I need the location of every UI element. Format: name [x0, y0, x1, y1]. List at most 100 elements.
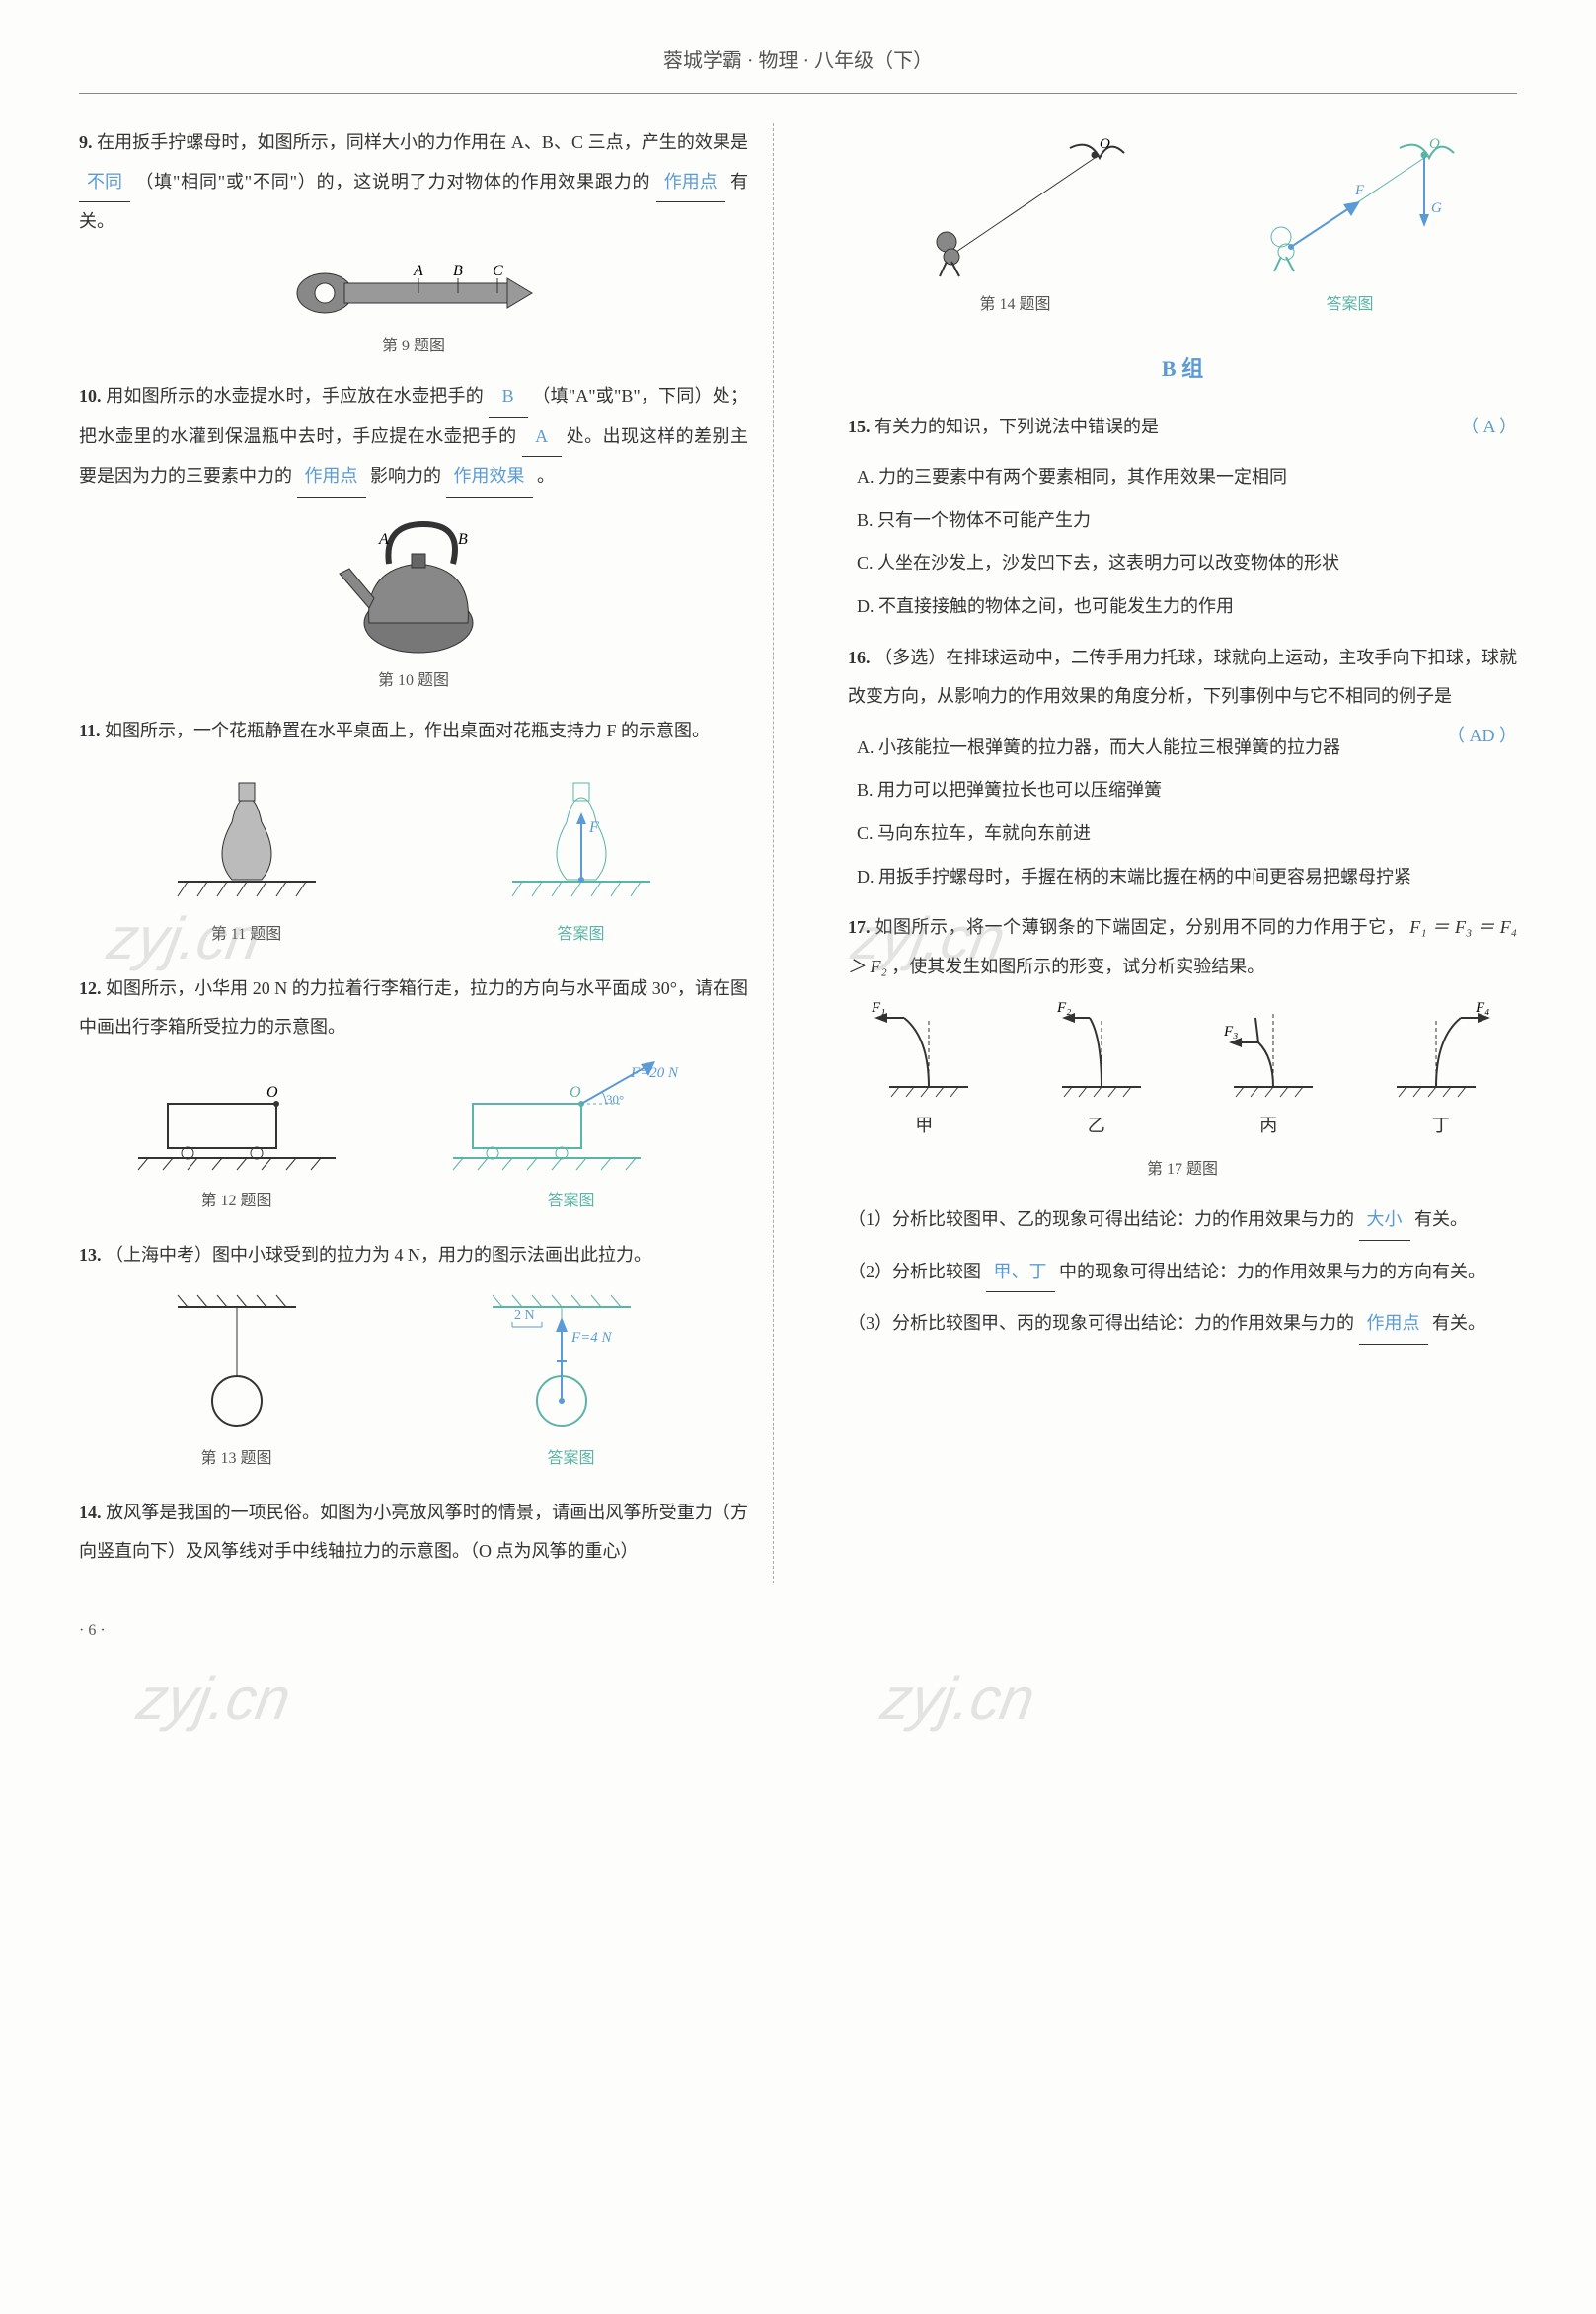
q17-sub2-text-a: （2）分析比较图	[848, 1262, 981, 1281]
luggage-answer-icon: O 30° F=20 N	[443, 1059, 700, 1178]
svg-text:B: B	[453, 263, 463, 279]
q11-text: 如图所示，一个花瓶静置在水平桌面上，作出桌面对花瓶支持力 F 的示意图。	[105, 721, 710, 740]
q16-text: （多选）在排球运动中，二传手用力托球，球就向上运动，主攻手向下扣球，球就改变方向…	[848, 648, 1517, 707]
q12-caption-left: 第 12 题图	[200, 1184, 271, 1218]
q17-caption: 第 17 题图	[848, 1152, 1517, 1187]
wrench-icon: A B C	[285, 254, 542, 323]
q16-opt-d: D. 用扳手拧螺母时，手握在柄的末端比握在柄的中间更容易把螺母拧紧	[848, 858, 1517, 897]
svg-text:O: O	[570, 1084, 581, 1101]
q9-text-a: 在用扳手拧螺母时，如图所示，同样大小的力作用在	[97, 132, 506, 152]
steel-yi-icon: F₂	[1042, 998, 1151, 1107]
question-10: 10. 用如图所示的水壶提水时，手应放在水壶把手的 B （填"A"或"B"，下同…	[79, 377, 748, 498]
q16-answer: AD	[1470, 726, 1495, 745]
page-header: 蓉城学霸 · 物理 · 八年级（下）	[79, 39, 1517, 94]
section-b-heading: B 组	[848, 346, 1517, 393]
kettle-icon: A B	[325, 509, 502, 657]
q17-sub1-blank: 大小	[1359, 1200, 1410, 1241]
q10-text-e: 。	[537, 466, 555, 486]
q12-figure-row: O 第 12 题图 O 30° F=20	[79, 1059, 748, 1232]
q15-opt-d: D. 不直接接触的物体之间，也可能发生力的作用	[848, 587, 1517, 627]
question-16: 16. （多选）在排球运动中，二传手用力托球，球就向上运动，主攻手向下扣球，球就…	[848, 639, 1517, 717]
question-9: 9. 在用扳手拧螺母时，如图所示，同样大小的力作用在 A、B、C 三点，产生的效…	[79, 123, 748, 242]
q17-sub2: （2）分析比较图 甲、丁 中的现象可得出结论：力的作用效果与力的方向有关。	[848, 1253, 1517, 1293]
q17-sub1: （1）分析比较图甲、乙的现象可得出结论：力的作用效果与力的 大小 有关。	[848, 1200, 1517, 1241]
q14-text: 放风筝是我国的一项民俗。如图为小亮放风筝时的情景，请画出风筝所受重力（方向竖直向…	[79, 1503, 748, 1562]
q9-text-b: A、B、C 三点，产生的效果是	[511, 132, 748, 152]
q17-label-yi: 乙	[1088, 1107, 1105, 1146]
q17-label-ding: 丁	[1432, 1107, 1450, 1146]
q12-text: 如图所示，小华用 20 N 的力拉着行李箱行走，拉力的方向与水平面成 30°，请…	[79, 978, 748, 1038]
svg-text:30°: 30°	[606, 1092, 624, 1107]
q17-sub2-text-b: 中的现象可得出结论：力的作用效果与力的方向有关。	[1059, 1262, 1485, 1281]
q17-sub1-text-a: （1）分析比较图甲、乙的现象可得出结论：力的作用效果与力的	[848, 1209, 1354, 1229]
q17-text-a: 如图所示，将一个薄钢条的下端固定，分别用不同的力作用于它，	[875, 917, 1406, 937]
q9-caption: 第 9 题图	[79, 329, 748, 363]
q14-caption-right: 答案图	[1326, 287, 1373, 322]
vase-original-icon	[158, 763, 336, 911]
page-number: · 6 ·	[79, 1613, 1517, 1648]
question-14: 14. 放风筝是我国的一项民俗。如图为小亮放风筝时的情景，请画出风筝所受重力（方…	[79, 1494, 748, 1572]
q14-caption-left: 第 14 题图	[979, 287, 1050, 322]
svg-text:F₄: F₄	[1475, 1000, 1489, 1016]
q10-text-a: 用如图所示的水壶提水时，手应放在水壶把手的	[106, 386, 484, 406]
q14-figure-row: O 第 14 题图 O	[848, 133, 1517, 336]
question-12: 12. 如图所示，小华用 20 N 的力拉着行李箱行走，拉力的方向与水平面成 3…	[79, 969, 748, 1047]
q15-opt-a: A. 力的三要素中有两个要素相同，其作用效果一定相同	[848, 458, 1517, 498]
q13-text: （上海中考）图中小球受到的拉力为 4 N，用力的图示法画出此拉力。	[106, 1245, 651, 1265]
q17-sub1-text-b: 有关。	[1414, 1209, 1468, 1229]
q16-opt-c: C. 马向东拉车，车就向东前进	[848, 814, 1517, 854]
svg-text:G: G	[1431, 200, 1442, 216]
svg-text:F=4 N: F=4 N	[570, 1330, 613, 1346]
q10-figure: A B	[79, 509, 748, 657]
q11-number: 11.	[79, 721, 101, 740]
q15-opt-c: C. 人坐在沙发上，沙发凹下去，这表明力可以改变物体的形状	[848, 544, 1517, 583]
q13-number: 13.	[79, 1245, 102, 1265]
q15-opt-b: B. 只有一个物体不可能产生力	[848, 501, 1517, 541]
two-column-layout: zyj.cn zyj.cn 9. 在用扳手拧螺母时，如图所示，同样大小的力作用在…	[79, 123, 1517, 1583]
steel-jia-icon: F₁	[870, 998, 978, 1107]
svg-text:O: O	[1429, 136, 1440, 152]
kite-answer-icon: O G F	[1237, 133, 1464, 281]
question-15: 15. 有关力的知识，下列说法中错误的是 （ A ）	[848, 408, 1517, 447]
kite-original-icon: O	[902, 133, 1129, 281]
svg-text:F: F	[1354, 183, 1365, 198]
question-17: 17. 如图所示，将一个薄钢条的下端固定，分别用不同的力作用于它， F₁ ＝ F…	[848, 908, 1517, 986]
q9-blank-1: 不同	[79, 163, 130, 203]
q10-blank-1: B	[489, 377, 528, 418]
q13-caption-right: 答案图	[547, 1441, 594, 1476]
q17-text-b: ，使其发生如图所示的形变，试分析实验结果。	[891, 957, 1264, 976]
svg-text:F: F	[588, 819, 599, 836]
svg-text:F₃: F₃	[1223, 1024, 1238, 1040]
ball-original-icon	[158, 1287, 316, 1435]
svg-text:O: O	[1100, 136, 1110, 152]
svg-text:A: A	[413, 263, 423, 279]
q10-number: 10.	[79, 386, 102, 406]
svg-text:B: B	[458, 531, 468, 548]
q17-sub2-blank: 甲、丁	[986, 1253, 1055, 1293]
watermark-r2: zyj.cn	[871, 1634, 1045, 1764]
q11-caption-right: 答案图	[557, 917, 604, 952]
q9-text-c: （填"相同"或"不同"）的，这说明了力对物体的作用效果跟力的	[135, 172, 650, 192]
q9-figure: A B C	[79, 254, 748, 323]
steel-ding-icon: F₄	[1387, 998, 1495, 1107]
q10-blank-4: 作用效果	[446, 457, 533, 498]
q16-number: 16.	[848, 648, 871, 667]
q17-sub3-text-b: 有关。	[1432, 1313, 1485, 1333]
svg-text:F=20 N: F=20 N	[630, 1065, 679, 1081]
vase-answer-icon: F	[493, 763, 670, 911]
q10-text-d: 影响力的	[370, 466, 441, 486]
q9-blank-2: 作用点	[656, 163, 725, 203]
q17-number: 17.	[848, 917, 871, 937]
q11-caption-left: 第 11 题图	[211, 917, 281, 952]
q15-answer: A	[1482, 417, 1494, 436]
luggage-original-icon: O	[128, 1059, 345, 1178]
steel-bing-icon: F₃	[1214, 998, 1323, 1107]
svg-text:A: A	[378, 531, 389, 548]
q16-opt-a: A. 小孩能拉一根弹簧的拉力器，而大人能拉三根弹簧的拉力器	[848, 729, 1517, 768]
right-column: zyj.cn zyj.cn O 第 14 题图	[823, 123, 1517, 1583]
q17-figure-row: F₁ 甲 F₂ 乙	[848, 998, 1517, 1146]
svg-text:C: C	[493, 263, 503, 279]
q17-sub3-text-a: （3）分析比较图甲、丙的现象可得出结论：力的作用效果与力的	[848, 1313, 1354, 1333]
q17-label-jia: 甲	[915, 1107, 933, 1146]
ball-answer-icon: 2 N F=4 N	[473, 1287, 670, 1435]
